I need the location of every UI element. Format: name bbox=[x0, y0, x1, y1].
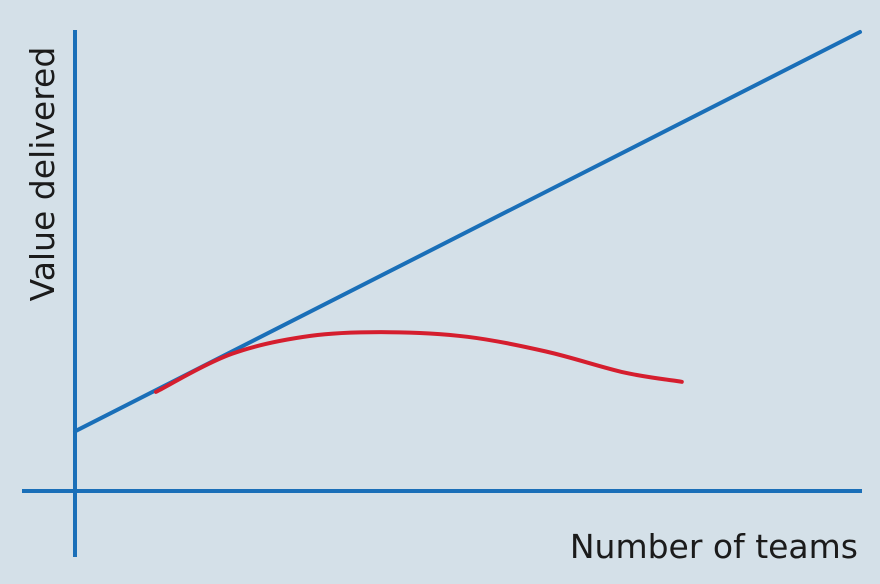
series-layer bbox=[73, 30, 862, 434]
x-axis-label: Number of teams bbox=[570, 527, 858, 566]
y-axis-label: Value delivered bbox=[23, 47, 62, 302]
series-line-curve bbox=[153, 330, 684, 394]
